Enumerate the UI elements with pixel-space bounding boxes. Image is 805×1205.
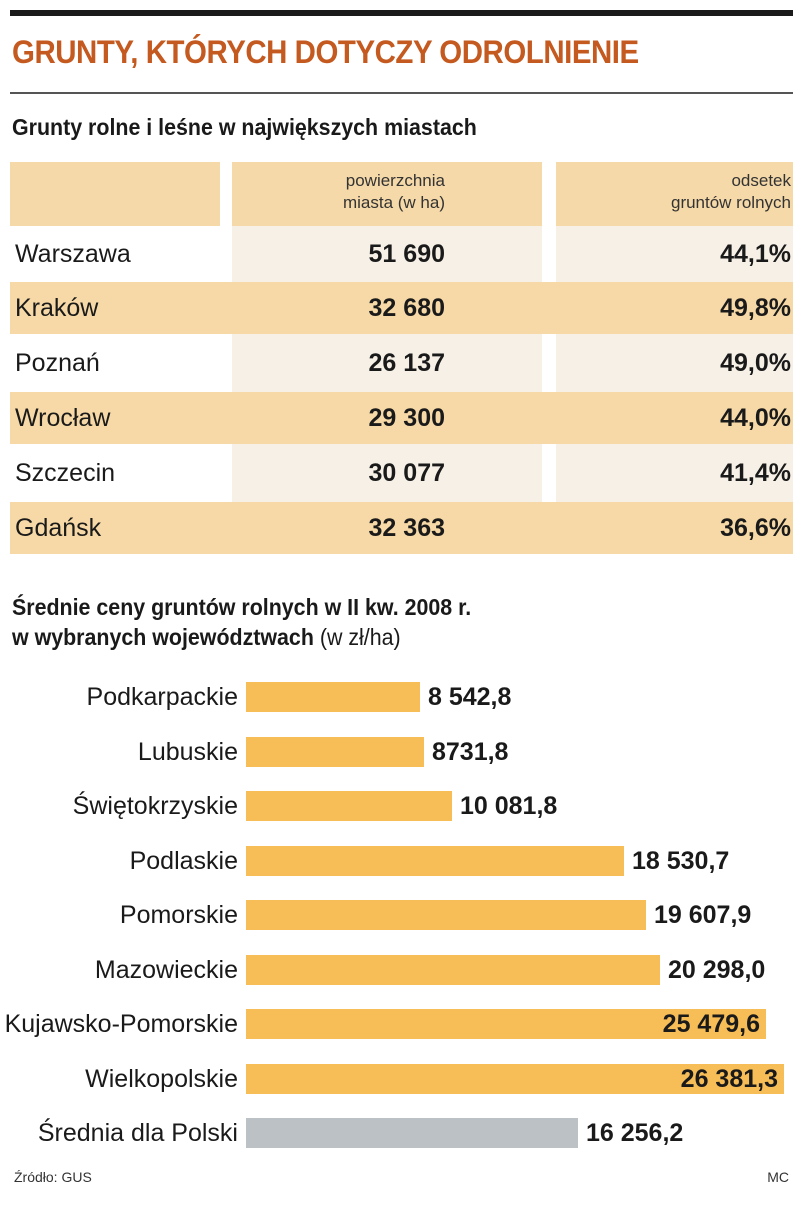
author-initials: MC [767, 1169, 789, 1185]
bar-label: Pomorskie [119, 901, 238, 929]
header-cell-city [10, 162, 220, 226]
bar [246, 791, 452, 821]
city-area: 51 690 [368, 240, 445, 268]
share-header: odsetek gruntów rolnych [670, 171, 791, 212]
chart-unit: (w zł/ha) [319, 624, 401, 650]
bar-label: Podlaskie [129, 847, 238, 875]
city-name: Kraków [15, 294, 99, 322]
bar [246, 682, 420, 712]
bar [246, 737, 424, 767]
city-share: 41,4% [720, 459, 791, 487]
city-share: 49,0% [720, 349, 791, 377]
city-name: Gdańsk [15, 514, 102, 542]
city-share: 49,8% [720, 294, 791, 322]
bar-average [246, 1118, 578, 1148]
bar [246, 1009, 766, 1039]
bar [246, 1064, 784, 1094]
bar [246, 900, 646, 930]
bar [246, 955, 660, 985]
city-area: 32 680 [368, 294, 445, 322]
city-share: 36,6% [720, 514, 791, 542]
row-highlight-krakow [10, 282, 793, 334]
bar-label: Świętokrzyskie [72, 792, 238, 820]
row-highlight-gdansk [10, 502, 793, 554]
bar-value-label: 16 256,2 [586, 1119, 684, 1147]
city-name: Wrocław [15, 404, 111, 432]
city-area: 29 300 [368, 404, 445, 432]
bar-label: Lubuskie [137, 738, 238, 766]
bar-value-label: 25 479,6 [662, 1010, 760, 1038]
bar-value-label: 20 298,0 [668, 956, 766, 984]
table-subtitle: Grunty rolne i leśne w największych mias… [12, 114, 477, 140]
bar-value-label: 8 542,8 [428, 683, 512, 711]
top-bar [10, 10, 793, 16]
main-title: GRUNTY, KTÓRYCH DOTYCZY ODROLNIENIE [12, 34, 639, 70]
header-cell-area [232, 162, 542, 226]
city-share: 44,1% [720, 240, 791, 268]
row-highlight-wroclaw [10, 392, 793, 444]
bar-label: Mazowieckie [94, 956, 238, 984]
chart-title-line1: Średnie ceny gruntów rolnych w II kw. 20… [12, 594, 472, 620]
chart-title-line2: w wybranych województwach (w zł/ha) [12, 624, 401, 651]
city-area: 30 077 [368, 459, 445, 487]
city-name: Warszawa [15, 240, 131, 268]
city-area: 26 137 [368, 349, 445, 377]
bar [246, 846, 624, 876]
city-name: Szczecin [15, 459, 116, 487]
bar-value-label: 26 381,3 [680, 1065, 778, 1093]
bar-value-label: 8731,8 [432, 738, 509, 766]
city-share: 44,0% [720, 404, 791, 432]
header-cell-share [556, 162, 793, 226]
city-area: 32 363 [368, 514, 445, 542]
city-name: Poznań [15, 349, 100, 377]
area-header: powierzchnia miasta (w ha) [342, 171, 445, 212]
area-column-band [232, 162, 542, 554]
bar-value-label: 19 607,9 [654, 901, 752, 929]
title-rule [10, 92, 793, 94]
bar-label: Podkarpackie [86, 683, 238, 711]
source-note: Źródło: GUS [14, 1169, 92, 1185]
bar-label: Wielkopolskie [85, 1065, 238, 1093]
bar-label: Średnia dla Polski [37, 1119, 238, 1147]
share-column-band [556, 162, 793, 554]
bar-value-label: 10 081,8 [460, 792, 558, 820]
bar-value-label: 18 530,7 [632, 847, 730, 875]
bar-label: Kujawsko-Pomorskie [4, 1010, 238, 1038]
chart-title-region: w wybranych województwach [12, 624, 314, 650]
